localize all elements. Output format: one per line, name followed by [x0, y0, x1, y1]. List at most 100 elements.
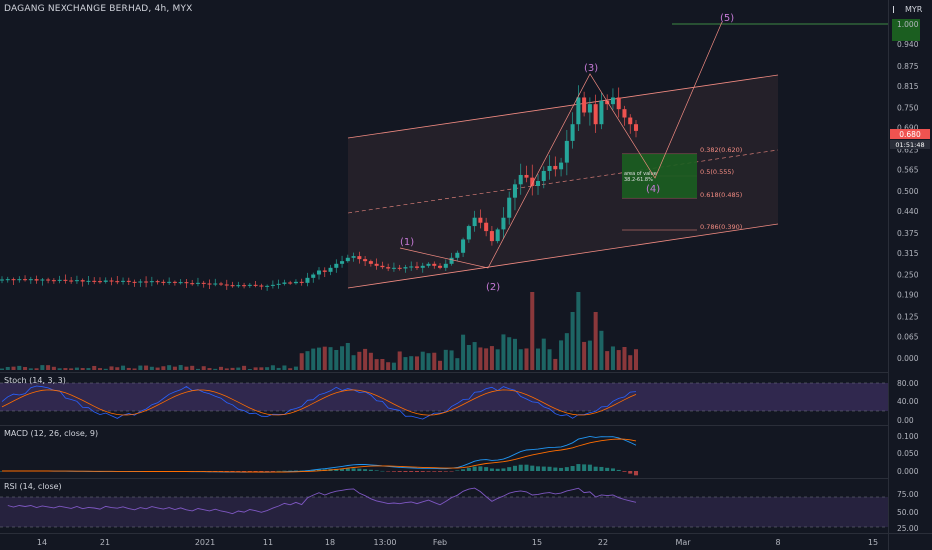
candle-body[interactable] [380, 265, 385, 268]
candle-body[interactable] [270, 284, 275, 286]
area-of-value-zone[interactable] [622, 154, 697, 198]
candle-body[interactable] [149, 281, 154, 283]
candle-body[interactable] [23, 279, 28, 281]
rsi-title[interactable]: RSI (14, close) [4, 482, 62, 491]
candle-body[interactable] [46, 279, 51, 281]
candle-body[interactable] [288, 282, 293, 284]
candle-body[interactable] [92, 280, 97, 282]
candle-body[interactable] [155, 281, 160, 283]
candle-body[interactable] [536, 180, 541, 186]
stoch-title[interactable]: Stoch (14, 3, 3) [4, 376, 66, 385]
lock-scale-icon[interactable] [893, 6, 901, 13]
candle-body[interactable] [293, 281, 298, 284]
candle-body[interactable] [466, 226, 471, 240]
candle-body[interactable] [397, 267, 402, 269]
candle-body[interactable] [11, 279, 16, 281]
candle-body[interactable] [478, 217, 483, 223]
candle-body[interactable] [144, 281, 149, 283]
candle-body[interactable] [230, 285, 235, 287]
candle-body[interactable] [340, 261, 345, 264]
candle-body[interactable] [582, 97, 587, 113]
candle-body[interactable] [570, 124, 575, 141]
candle-body[interactable] [86, 280, 91, 282]
candle-body[interactable] [69, 280, 74, 282]
candle-body[interactable] [495, 229, 500, 242]
candle-body[interactable] [167, 281, 172, 283]
candle-body[interactable] [34, 279, 39, 281]
candle-body[interactable] [172, 281, 177, 283]
candle-body[interactable] [161, 281, 166, 283]
candle-body[interactable] [420, 265, 425, 268]
candle-body[interactable] [195, 282, 200, 284]
candle-body[interactable] [605, 100, 610, 105]
candle-body[interactable] [472, 217, 477, 227]
price-axis[interactable]: 1.000 0.940 0.875 0.815 0.750 0.690 0.625 0.565… [897, 20, 919, 363]
candle-body[interactable] [386, 267, 391, 269]
candle-body[interactable] [190, 283, 195, 285]
candle-body[interactable] [126, 280, 131, 282]
candle-body[interactable] [576, 97, 581, 125]
candle-body[interactable] [633, 124, 639, 131]
candle-body[interactable] [184, 282, 189, 284]
candle-body[interactable] [403, 267, 408, 269]
candle-body[interactable] [426, 263, 431, 266]
candle-body[interactable] [616, 97, 621, 110]
candle-body[interactable] [432, 263, 437, 266]
candle-body[interactable] [201, 282, 206, 284]
candle-body[interactable] [559, 162, 564, 170]
candle-body[interactable] [40, 279, 45, 281]
candle-body[interactable] [530, 177, 535, 186]
candle-body[interactable] [259, 285, 264, 287]
candle-body[interactable] [132, 281, 137, 283]
candle-body[interactable] [391, 267, 396, 269]
candle-body[interactable] [311, 274, 316, 278]
candle-body[interactable] [501, 217, 506, 230]
candle-body[interactable] [282, 282, 287, 284]
candle-body[interactable] [236, 285, 241, 287]
candle-body[interactable] [138, 281, 143, 283]
candle-body[interactable] [593, 104, 598, 125]
candle-body[interactable] [28, 279, 33, 281]
candle-body[interactable] [178, 282, 183, 284]
candle-body[interactable] [622, 109, 627, 118]
candle-body[interactable] [357, 256, 362, 260]
candle-body[interactable] [219, 283, 224, 285]
candle-body[interactable] [518, 174, 523, 185]
candle-body[interactable] [207, 283, 212, 285]
candle-body[interactable] [547, 165, 552, 171]
candle-body[interactable] [443, 263, 448, 268]
candle-body[interactable] [489, 231, 494, 242]
candle-body[interactable] [299, 281, 304, 283]
candle-body[interactable] [512, 184, 517, 198]
candle-body[interactable] [103, 280, 108, 282]
candle-body[interactable] [363, 259, 368, 262]
candle-body[interactable] [316, 270, 322, 275]
candle-body[interactable] [121, 280, 126, 282]
candle-body[interactable] [414, 266, 419, 268]
candle-body[interactable] [247, 284, 252, 286]
candle-body[interactable] [610, 97, 615, 105]
candle-body[interactable] [80, 280, 85, 282]
candle-body[interactable] [265, 285, 270, 287]
candle-body[interactable] [541, 170, 546, 181]
candle-body[interactable] [455, 252, 460, 258]
elliott-wave-path[interactable] [399, 21, 723, 269]
candle-body[interactable] [334, 263, 339, 268]
candle-body[interactable] [213, 283, 218, 285]
candle-body[interactable] [345, 257, 350, 262]
parallel-channel[interactable] [347, 74, 779, 289]
candle-body[interactable] [253, 284, 258, 286]
candle-body[interactable] [328, 267, 333, 272]
candle-body[interactable] [57, 279, 62, 281]
candle-body[interactable] [109, 280, 114, 282]
candle-body[interactable] [461, 239, 466, 253]
time-axis[interactable]: 14 21 2021 11 18 13:00 Feb 15 22 Mar 8 1… [37, 538, 878, 547]
candle-body[interactable] [63, 279, 68, 281]
candle-body[interactable] [17, 279, 22, 281]
candle-body[interactable] [74, 280, 79, 282]
candle-body[interactable] [115, 281, 120, 283]
candle-body[interactable] [0, 279, 5, 281]
candle-body[interactable] [409, 266, 414, 268]
candle-body[interactable] [449, 257, 454, 264]
candle-body[interactable] [524, 174, 529, 178]
